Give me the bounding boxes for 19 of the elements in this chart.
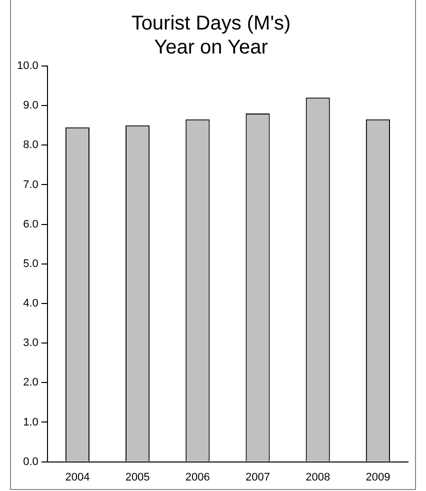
y-tick-label: 0.0 bbox=[23, 456, 38, 468]
y-tick-label: 5.0 bbox=[23, 258, 38, 270]
x-tick-label: 2004 bbox=[65, 471, 90, 484]
text: Year on Year bbox=[154, 36, 268, 59]
y-tick-label: 7.0 bbox=[23, 178, 38, 191]
y-tick-label: 1.0 bbox=[23, 416, 38, 428]
y-tick-label: 10.0 bbox=[16, 60, 38, 72]
y-tick-label: 8.0 bbox=[23, 139, 38, 152]
x-tick-label: 2006 bbox=[185, 471, 210, 484]
x-tick-label: 2008 bbox=[306, 471, 330, 484]
y-tick-label: 9.0 bbox=[23, 100, 38, 112]
y-tick-label: 4.0 bbox=[23, 298, 38, 310]
text: Tourist Days (M's) bbox=[131, 12, 291, 35]
y-tick-label: 3.0 bbox=[23, 337, 38, 350]
x-tick-label: 2005 bbox=[125, 471, 150, 484]
y-tick-label: 6.0 bbox=[23, 218, 38, 230]
x-tick-label: 2009 bbox=[366, 471, 390, 484]
y-tick-label: 2.0 bbox=[23, 376, 38, 389]
x-tick-label: 2007 bbox=[246, 471, 270, 484]
